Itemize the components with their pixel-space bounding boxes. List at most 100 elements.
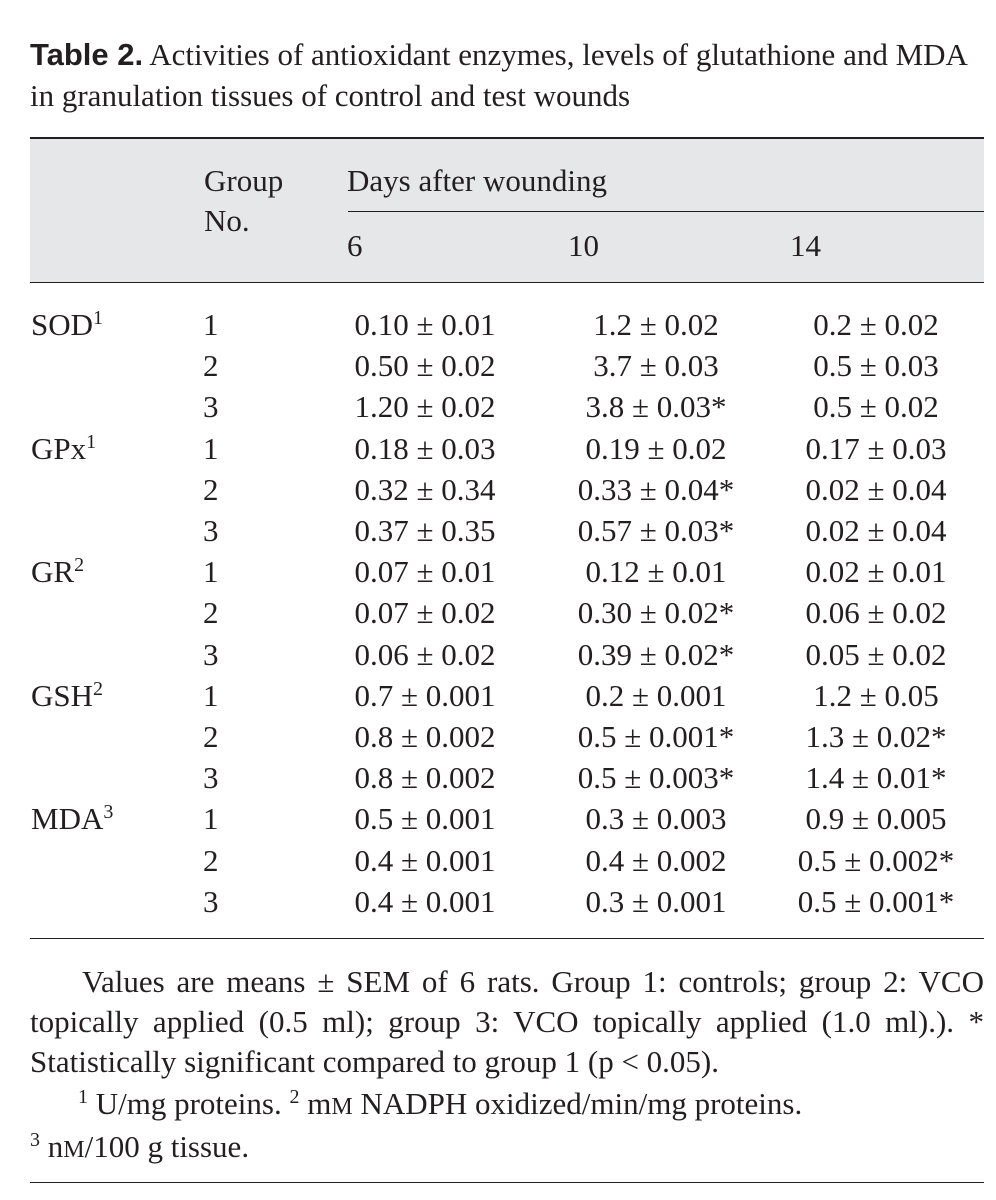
day-14-cell: 0.5 ± 0.002* (797, 843, 955, 878)
day-10-cell: 0.39 ± 0.02* (577, 637, 735, 672)
row-label-footnote-marker: 1 (93, 307, 104, 329)
group-number-cell: 1 (203, 431, 219, 466)
row-label: SOD1 (31, 307, 103, 343)
day-6-cell: 0.07 ± 0.01 (354, 554, 496, 589)
footnote-main: Values are means ± SEM of 6 rats. Group … (30, 962, 984, 1082)
group-number-cell: 1 (203, 801, 219, 836)
day-10-cell: 0.4 ± 0.002 (585, 843, 727, 878)
group-number-cell: 3 (203, 760, 219, 795)
group-number-cell: 3 (203, 884, 219, 919)
footnote-3-unit: nM (47, 1129, 85, 1164)
bottom-rule (30, 938, 984, 939)
day-6-cell: 0.10 ± 0.01 (354, 307, 496, 342)
day-10-cell: 0.2 ± 0.001 (585, 678, 727, 713)
day-14-cell: 0.17 ± 0.03 (805, 431, 947, 466)
day-6-cell: 0.18 ± 0.03 (354, 431, 496, 466)
day-10-cell: 0.3 ± 0.001 (585, 884, 727, 919)
footnote-3-text: /100 g tissue. (84, 1129, 250, 1164)
row-label: GR2 (31, 554, 84, 590)
day-14-cell: 1.2 ± 0.05 (813, 678, 939, 713)
row-label-text: MDA (31, 801, 104, 836)
day-6-cell: 0.4 ± 0.001 (354, 884, 496, 919)
day-6-cell: 0.32 ± 0.34 (354, 472, 496, 507)
day-10-cell: 0.33 ± 0.04* (577, 472, 735, 507)
day-6-cell: 0.50 ± 0.02 (354, 348, 496, 383)
day-14-cell: 0.06 ± 0.02 (805, 595, 947, 630)
day-6-cell: 1.20 ± 0.02 (354, 389, 496, 424)
table-header (30, 139, 984, 282)
day-10-header: 10 (568, 228, 599, 263)
group-number-cell: 1 (203, 307, 219, 342)
day-6-cell: 0.07 ± 0.02 (354, 595, 496, 630)
footnote-1-marker: 1 (78, 1086, 88, 1108)
group-number-cell: 3 (203, 637, 219, 672)
day-10-cell: 3.7 ± 0.03 (593, 348, 719, 383)
footnote-2-text: NADPH oxidized/min/mg proteins. (360, 1086, 803, 1121)
table-caption: Table 2. Activities of antioxidant enzym… (30, 34, 990, 116)
row-label-footnote-marker: 2 (93, 678, 104, 700)
footnote-2-marker: 2 (289, 1086, 300, 1108)
day-6-cell: 0.4 ± 0.001 (354, 843, 496, 878)
day-10-cell: 3.8 ± 0.03* (585, 389, 727, 424)
day-6-header: 6 (347, 228, 363, 263)
days-after-wounding-header: Days after wounding (347, 163, 607, 198)
group-number-cell: 3 (203, 513, 219, 548)
day-14-cell: 0.02 ± 0.04 (805, 472, 947, 507)
table-caption-text: Activities of antioxidant enzymes, level… (30, 37, 967, 113)
header-subrule (348, 211, 984, 212)
day-10-cell: 0.19 ± 0.02 (585, 431, 727, 466)
day-10-cell: 0.12 ± 0.01 (585, 554, 727, 589)
group-header-line2: No. (204, 203, 250, 238)
day-14-cell: 1.3 ± 0.02* (805, 719, 947, 754)
group-number-cell: 2 (203, 348, 219, 383)
row-label-footnote-marker: 3 (103, 801, 114, 823)
day-10-cell: 0.30 ± 0.02* (577, 595, 735, 630)
footnote-2-unit: mM (307, 1086, 353, 1121)
row-label-text: GSH (31, 678, 94, 713)
day-10-cell: 0.5 ± 0.001* (577, 719, 735, 754)
day-10-cell: 0.3 ± 0.003 (585, 801, 727, 836)
footnote-1-text: U/mg proteins. (95, 1086, 282, 1121)
day-14-cell: 0.02 ± 0.04 (805, 513, 947, 548)
row-label-footnote-marker: 1 (86, 431, 97, 453)
day-6-cell: 0.37 ± 0.35 (354, 513, 496, 548)
day-6-cell: 0.5 ± 0.001 (354, 801, 496, 836)
row-label-text: GR (31, 554, 75, 589)
day-14-cell: 0.5 ± 0.001* (797, 884, 955, 919)
group-number-cell: 2 (203, 843, 219, 878)
row-label: MDA3 (31, 801, 113, 837)
footnote-units: 1 U/mg proteins. 2 mM NADPH oxidized/min… (30, 1084, 984, 1170)
group-number-cell: 1 (203, 554, 219, 589)
group-number-cell: 3 (203, 389, 219, 424)
table-label: Table 2. (30, 37, 144, 72)
row-label-text: GPx (31, 431, 87, 466)
day-6-cell: 0.7 ± 0.001 (354, 678, 496, 713)
day-14-cell: 0.2 ± 0.02 (813, 307, 939, 342)
day-6-cell: 0.8 ± 0.002 (354, 719, 496, 754)
day-6-cell: 0.06 ± 0.02 (354, 637, 496, 672)
day-14-cell: 1.4 ± 0.01* (805, 760, 947, 795)
row-label-footnote-marker: 2 (74, 554, 85, 576)
row-label: GSH2 (31, 678, 103, 714)
day-14-header: 14 (790, 228, 821, 263)
group-number-cell: 1 (203, 678, 219, 713)
day-10-cell: 1.2 ± 0.02 (593, 307, 719, 342)
header-bottom-rule (30, 282, 984, 283)
day-14-cell: 0.5 ± 0.03 (813, 348, 939, 383)
day-14-cell: 0.05 ± 0.02 (805, 637, 947, 672)
group-number-cell: 2 (203, 719, 219, 754)
page-bottom-rule (30, 1182, 984, 1183)
day-14-cell: 0.9 ± 0.005 (805, 801, 947, 836)
row-label: GPx1 (31, 431, 96, 467)
group-number-cell: 2 (203, 595, 219, 630)
day-6-cell: 0.8 ± 0.002 (354, 760, 496, 795)
day-14-cell: 0.5 ± 0.02 (813, 389, 939, 424)
day-10-cell: 0.5 ± 0.003* (577, 760, 735, 795)
footnote-main-text: Values are means ± SEM of 6 rats. Group … (30, 964, 984, 1079)
row-label-text: SOD (31, 307, 94, 342)
top-rule (30, 137, 984, 139)
group-number-cell: 2 (203, 472, 219, 507)
footnote-3-marker: 3 (30, 1129, 40, 1151)
day-10-cell: 0.57 ± 0.03* (577, 513, 735, 548)
day-14-cell: 0.02 ± 0.01 (805, 554, 947, 589)
